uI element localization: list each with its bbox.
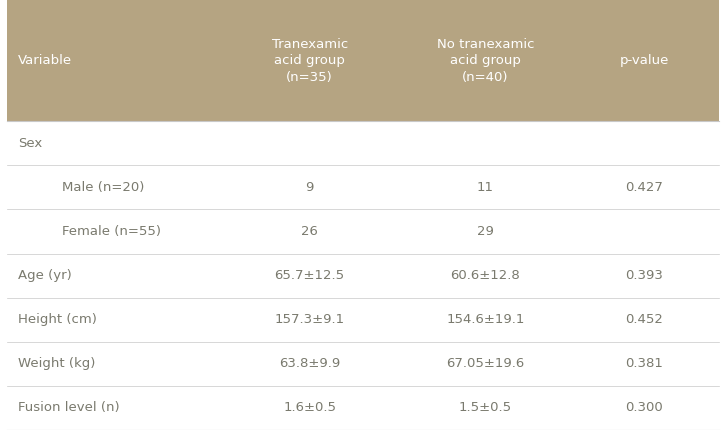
Text: 11: 11 <box>477 181 494 194</box>
Text: 157.3±9.1: 157.3±9.1 <box>274 313 345 326</box>
Text: 0.452: 0.452 <box>625 313 663 326</box>
Text: p-value: p-value <box>619 54 669 67</box>
Text: 9: 9 <box>306 181 314 194</box>
Text: 65.7±12.5: 65.7±12.5 <box>274 269 345 282</box>
Text: Tranexamic
acid group
(n=35): Tranexamic acid group (n=35) <box>272 38 348 83</box>
Text: Weight (kg): Weight (kg) <box>18 357 96 370</box>
Text: Female (n=55): Female (n=55) <box>62 225 160 238</box>
Text: 0.300: 0.300 <box>625 402 663 415</box>
Text: 63.8±9.9: 63.8±9.9 <box>279 357 340 370</box>
Text: 29: 29 <box>477 225 494 238</box>
Text: Variable: Variable <box>18 54 73 67</box>
Text: No tranexamic
acid group
(n=40): No tranexamic acid group (n=40) <box>436 38 534 83</box>
Text: 60.6±12.8: 60.6±12.8 <box>451 269 521 282</box>
Text: 0.393: 0.393 <box>625 269 663 282</box>
Text: 1.6±0.5: 1.6±0.5 <box>283 402 336 415</box>
Text: Fusion level (n): Fusion level (n) <box>18 402 120 415</box>
Text: 154.6±19.1: 154.6±19.1 <box>446 313 525 326</box>
Text: Age (yr): Age (yr) <box>18 269 72 282</box>
Text: Male (n=20): Male (n=20) <box>62 181 144 194</box>
Text: 0.427: 0.427 <box>625 181 663 194</box>
Text: 26: 26 <box>301 225 318 238</box>
Text: Height (cm): Height (cm) <box>18 313 97 326</box>
Text: 1.5±0.5: 1.5±0.5 <box>459 402 512 415</box>
Text: 67.05±19.6: 67.05±19.6 <box>446 357 524 370</box>
Text: Sex: Sex <box>18 137 42 150</box>
Text: 0.381: 0.381 <box>625 357 663 370</box>
